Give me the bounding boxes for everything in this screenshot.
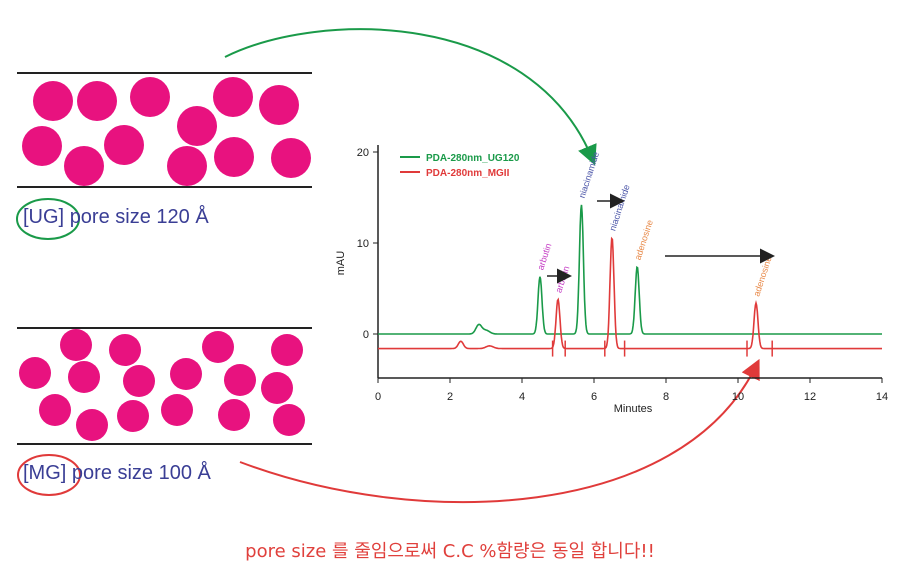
resin-bead	[109, 334, 141, 366]
ug-bracket-label: [UG]	[23, 206, 65, 228]
resin-bead	[170, 358, 202, 390]
resin-bead	[161, 394, 193, 426]
chart-legend: PDA-280nm_UG120 PDA-280nm_MGII	[400, 153, 520, 179]
green-curved-arrow	[224, 28, 597, 166]
resin-bead	[76, 409, 108, 441]
peak-label-adenosine: adenosine	[751, 255, 773, 298]
resin-bead	[39, 394, 71, 426]
y-tick-label: 20	[357, 147, 369, 159]
x-tick-label: 4	[519, 391, 525, 403]
x-tick-label: 10	[732, 391, 744, 403]
trace-mgii	[378, 236, 882, 350]
mg-beads	[19, 329, 305, 441]
resin-bead	[60, 329, 92, 361]
resin-bead	[104, 125, 144, 165]
y-axis-label: mAU	[335, 251, 347, 276]
resin-bead	[259, 85, 299, 125]
trace-ug120	[378, 204, 882, 335]
legend-entry-mg: PDA-280nm_MGII	[426, 168, 510, 179]
resin-bead	[117, 400, 149, 432]
caption-text: pore size 를 줄임으로써 C.C %함량은 동일 합니다!!	[245, 541, 655, 562]
x-tick-label: 2	[447, 391, 453, 403]
resin-bead	[202, 331, 234, 363]
y-ticks: 0 10 20	[357, 147, 378, 341]
resin-bead	[271, 138, 311, 178]
mg-highlight-ellipse	[17, 454, 81, 496]
resin-bead	[214, 137, 254, 177]
resin-bead	[22, 126, 62, 166]
mg-integration-markers	[551, 340, 773, 357]
ug-beads	[22, 77, 311, 186]
resin-bead	[123, 365, 155, 397]
resin-bead	[261, 372, 293, 404]
y-tick-label: 10	[357, 238, 369, 250]
resin-bead	[167, 146, 207, 186]
peak-label-niacinamide: niacinamide	[607, 183, 631, 232]
x-axis-label: Minutes	[614, 403, 653, 415]
mg-column	[17, 327, 312, 445]
peak-label-niacinamide: niacinamide	[577, 151, 601, 200]
resin-bead	[218, 399, 250, 431]
resin-bead	[224, 364, 256, 396]
x-tick-label: 6	[591, 391, 597, 403]
ug-column	[17, 72, 312, 188]
peak-label-arbutin: arbutin	[535, 242, 553, 271]
ug-pore-label: [UG] pore size 120 Å	[23, 206, 209, 229]
x-ticks: 0 2 4 6 8 10 12 14	[375, 378, 888, 403]
chromatogram: 0 2 4 6 8 10 12 14 0 10 20 Minutes mAU PDA-280nm_…	[335, 145, 888, 415]
peak-labels: arbutinniacinamideadenosinearbutinniacin…	[535, 151, 773, 298]
peak-label-arbutin: arbutin	[553, 265, 571, 294]
peak-label-adenosine: adenosine	[633, 219, 655, 262]
resin-bead	[19, 357, 51, 389]
resin-bead	[64, 146, 104, 186]
ug-pore-size-text: pore size 120 Å	[69, 206, 209, 228]
x-tick-label: 14	[876, 391, 888, 403]
legend-entry-ug: PDA-280nm_UG120	[426, 153, 520, 164]
red-curved-arrow	[239, 358, 760, 504]
resin-bead	[77, 81, 117, 121]
x-tick-label: 0	[375, 391, 381, 403]
y-tick-label: 0	[363, 329, 369, 341]
x-tick-label: 12	[804, 391, 816, 403]
resin-bead	[130, 77, 170, 117]
mg-pore-size-text: pore size 100 Å	[71, 462, 211, 484]
resin-bead	[177, 106, 217, 146]
x-tick-label: 8	[663, 391, 669, 403]
resin-bead	[271, 334, 303, 366]
mg-pore-label: [MG] pore size 100 Å	[23, 462, 211, 485]
resin-bead	[213, 77, 253, 117]
resin-bead	[273, 404, 305, 436]
mg-bracket-label: [MG]	[23, 462, 67, 484]
resin-bead	[33, 81, 73, 121]
ug-highlight-ellipse	[16, 198, 80, 240]
resin-bead	[68, 361, 100, 393]
